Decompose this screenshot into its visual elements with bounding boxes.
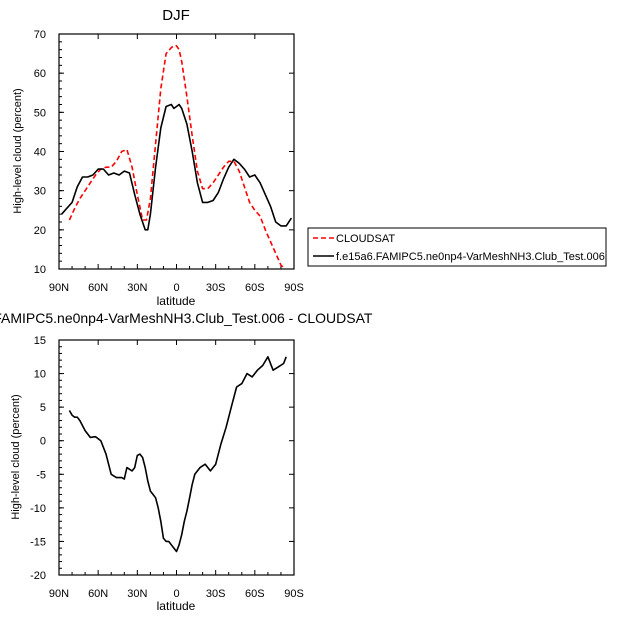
bottom-chart-title: 6.FAMIPC5.ne0np4-VarMeshNH3.Club_Test.00…	[0, 310, 373, 326]
legend-label-cloudsat: CLOUDSAT	[336, 233, 395, 245]
bottom-y-tick-label: 0	[40, 436, 46, 448]
bottom-series-group	[68, 355, 287, 553]
bottom-x-tick-label: 90N	[49, 588, 69, 600]
bottom-y-tick-label: -15	[30, 536, 46, 548]
bottom-y-tick-label: 15	[34, 335, 46, 347]
top-y-tick-label: 10	[34, 264, 46, 276]
top-y-tick-label: 20	[34, 225, 46, 237]
top-x-axis-label: latitude	[157, 294, 196, 308]
top-y-tick-label: 30	[34, 186, 46, 198]
bottom-x-tick-label: 60N	[88, 588, 108, 600]
top-x-tick-label: 60N	[88, 282, 108, 294]
bottom-axis-ticks: 90N 60N 30N 0 30S 60S 90S -20 -15 -10 -5 0 5 10 15	[30, 335, 304, 600]
bottom-y-tick-label: 5	[40, 402, 46, 414]
top-series-line-0	[68, 44, 286, 270]
bottom-x-axis-label: latitude	[157, 599, 196, 613]
top-axis-ticks: 90N 60N 30N 0 30S 60S 90S 10 20 30 40 50 60 70	[34, 29, 304, 294]
top-x-tick-label: 90N	[49, 282, 69, 294]
bottom-y-tick-label: -20	[30, 570, 46, 582]
top-chart: DJF 90N 60N 30N 0 30S 60S 90S 10 20 30 40 50 60 70 la…	[12, 7, 304, 308]
top-plot-frame	[58, 33, 295, 270]
bottom-x-tick-label: 90S	[284, 588, 304, 600]
bottom-x-tick-label: 30N	[127, 588, 147, 600]
top-series-line-1	[60, 103, 293, 231]
bottom-plot-frame	[58, 339, 295, 576]
legend-label-model: f.e15a6.FAMIPC5.ne0np4-VarMeshNH3.Club_T…	[336, 251, 605, 263]
bottom-x-tick-label: 30S	[206, 588, 226, 600]
legend: CLOUDSAT f.e15a6.FAMIPC5.ne0np4-VarMeshN…	[307, 227, 607, 267]
bottom-x-tick-label: 60S	[245, 588, 265, 600]
top-y-tick-label: 60	[34, 68, 46, 80]
bottom-series-line-0	[68, 355, 287, 553]
top-y-tick-label: 70	[34, 29, 46, 41]
bottom-y-tick-label: -5	[36, 469, 46, 481]
legend-box	[307, 227, 607, 267]
top-y-tick-label: 40	[34, 147, 46, 159]
top-chart-title: DJF	[162, 7, 190, 24]
bottom-y-axis-label: High-level cloud (percent)	[10, 394, 22, 519]
top-x-tick-label: 30S	[206, 282, 226, 294]
top-x-tick-label: 0	[173, 282, 179, 294]
top-x-tick-label: 90S	[284, 282, 304, 294]
bottom-y-tick-label: 10	[34, 369, 46, 381]
top-y-axis-label: High-level cloud (percent)	[12, 88, 24, 213]
top-series-group	[60, 44, 293, 270]
top-y-tick-label: 50	[34, 107, 46, 119]
bottom-x-tick-label: 0	[173, 588, 179, 600]
bottom-y-tick-label: -10	[30, 503, 46, 515]
top-x-tick-label: 60S	[245, 282, 265, 294]
bottom-chart: 6.FAMIPC5.ne0np4-VarMeshNH3.Club_Test.00…	[0, 310, 373, 613]
top-x-tick-label: 30N	[127, 282, 147, 294]
